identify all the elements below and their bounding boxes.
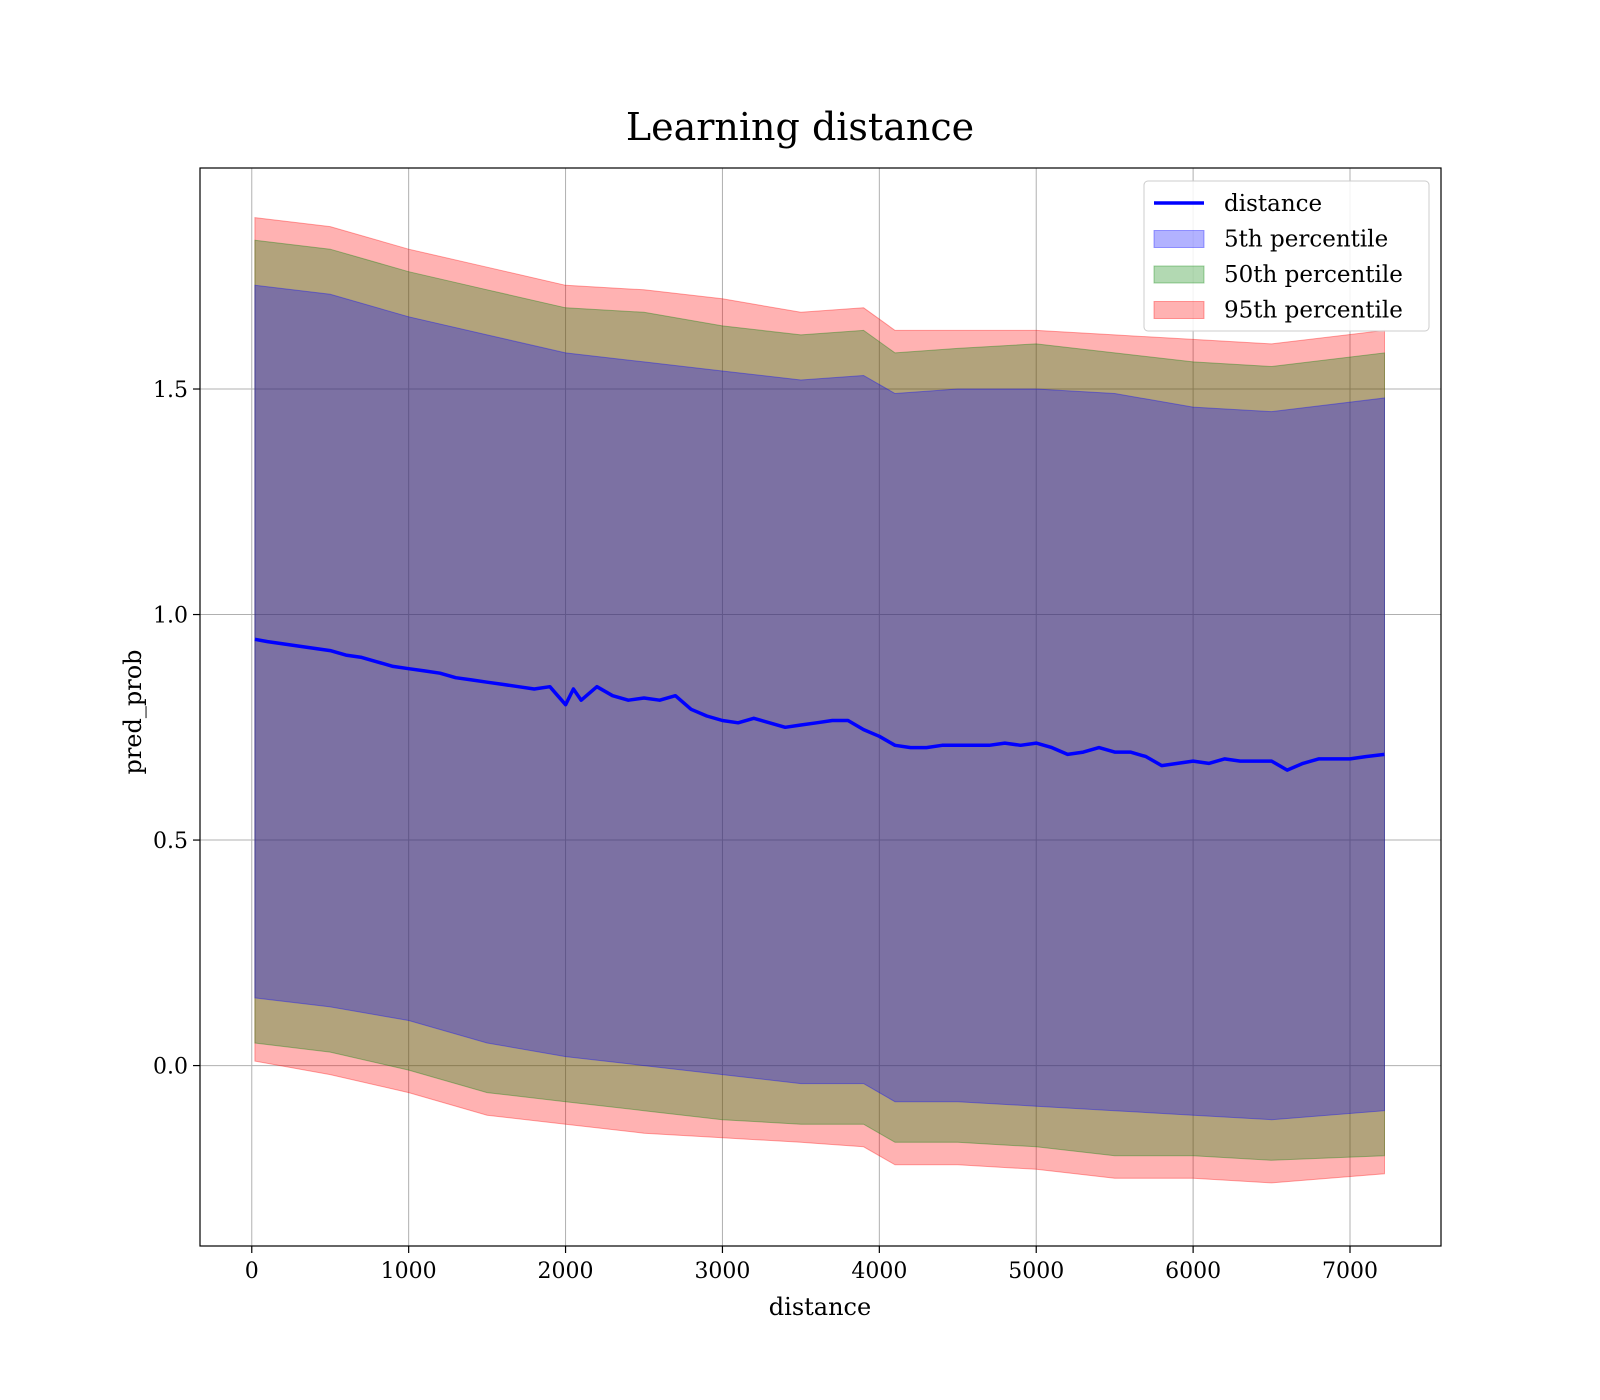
- x-axis-label: distance: [769, 1293, 871, 1321]
- legend-label-95th-percentile: 95th percentile: [1224, 298, 1403, 324]
- legend-label-5th-percentile: 5th percentile: [1224, 227, 1388, 253]
- plot-area-frame: [199, 167, 1442, 1247]
- distance-line: [254, 637, 1385, 772]
- legend: distance 5th percentile 50th percentile 95t…: [1143, 180, 1430, 332]
- y-axis-label: pred_prob: [119, 649, 147, 774]
- percentile-bands: [254, 217, 1385, 1184]
- 50th-percentile-band: [254, 239, 1385, 1161]
- x-tick-label: 7000: [1322, 1259, 1378, 1284]
- grid: [200, 168, 1441, 1246]
- legend-swatch-95th-percentile: [1153, 301, 1205, 319]
- x-tick-label: 1000: [381, 1259, 437, 1284]
- x-axis-ticks: 0 1000 2000 3000 4000 5000 6000 7000: [245, 1246, 1378, 1284]
- x-tick-label: 3000: [694, 1259, 750, 1284]
- legend-swatch-5th-percentile: [1153, 230, 1205, 248]
- legend-label-50th-percentile: 50th percentile: [1224, 262, 1403, 288]
- legend-label-distance: distance: [1224, 191, 1322, 217]
- x-tick-label: 4000: [851, 1259, 907, 1284]
- legend-swatch-50th-percentile: [1153, 265, 1205, 284]
- y-axis-ticks: 0.0 0.5 1.0 1.5: [153, 378, 200, 1080]
- distance-line-layer: [254, 637, 1385, 772]
- chart-title: Learning distance: [626, 105, 974, 149]
- y-tick-label: 1.5: [153, 378, 188, 403]
- y-tick-label: 0.0: [153, 1055, 188, 1080]
- y-tick-label: 0.5: [153, 829, 188, 854]
- x-tick-label: 0: [245, 1259, 259, 1284]
- x-tick-label: 5000: [1008, 1259, 1064, 1284]
- x-tick-label: 6000: [1165, 1259, 1221, 1284]
- y-tick-label: 1.0: [153, 604, 188, 629]
- legend-box: [1143, 180, 1430, 332]
- 5th-percentile-band: [254, 284, 1385, 1121]
- x-tick-label: 2000: [538, 1259, 594, 1284]
- 95th-percentile-band: [254, 217, 1385, 1184]
